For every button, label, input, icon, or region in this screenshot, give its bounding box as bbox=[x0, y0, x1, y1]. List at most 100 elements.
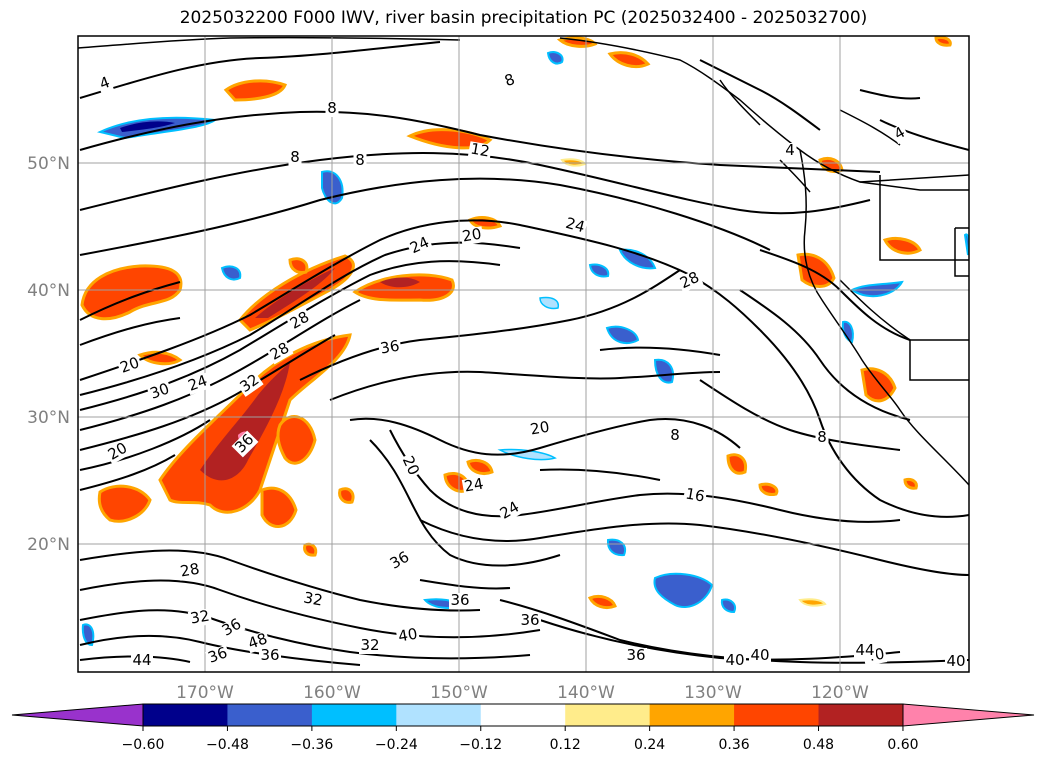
colorbar-tick-label: 0.24 bbox=[634, 737, 665, 753]
colorbar-cell bbox=[734, 704, 820, 726]
contour-label: 28 bbox=[179, 559, 201, 580]
contour-label-bg bbox=[815, 430, 829, 446]
lat-label-50n: 50°N bbox=[27, 154, 70, 174]
contour-label-bg bbox=[395, 626, 421, 646]
contour-label-bg bbox=[177, 561, 203, 581]
contour-label-bg bbox=[562, 215, 588, 237]
contour-label: 30 bbox=[148, 379, 172, 402]
contour-label: 36 bbox=[626, 646, 645, 664]
colorbar-tick-label: −0.12 bbox=[459, 737, 502, 753]
contour-label-bg bbox=[259, 648, 281, 664]
colorbar-cell bbox=[311, 704, 397, 726]
contour-label: 24 bbox=[564, 214, 587, 236]
contour-label-bg bbox=[116, 354, 144, 378]
contour-label: 16 bbox=[684, 484, 706, 505]
colorbar-cell bbox=[227, 704, 313, 726]
colorbar-tick-label: 0.36 bbox=[718, 737, 749, 753]
contour-label: 8 bbox=[670, 426, 680, 444]
contour-label-bg bbox=[244, 630, 272, 654]
contour-label-bg bbox=[104, 439, 132, 465]
contour-label: 4 bbox=[785, 141, 795, 159]
contour-label: 8 bbox=[290, 148, 300, 166]
lon-label-170w: 170°W bbox=[176, 683, 234, 703]
colorbar-high-extension bbox=[902, 703, 1035, 727]
contour-label-bg bbox=[131, 653, 153, 669]
contour-label: 24 bbox=[186, 371, 210, 394]
contour-label-bg bbox=[398, 452, 422, 480]
colorbar: −0.60 −0.48 −0.36 −0.24 −0.12 0.12 0.24 0.36 0.4… bbox=[11, 703, 1035, 753]
contour-label-bg bbox=[527, 419, 553, 439]
colorbar-low-extension bbox=[11, 703, 144, 727]
plot-frame bbox=[77, 35, 970, 673]
contour-label-bg bbox=[184, 372, 212, 396]
lon-label-140w: 140°W bbox=[557, 683, 615, 703]
lat-label-20n: 20°N bbox=[27, 535, 70, 555]
contour-label-bg bbox=[96, 74, 114, 94]
colorbar-ticks: −0.60 −0.48 −0.36 −0.24 −0.12 0.12 0.24 0.36 0.4… bbox=[122, 726, 919, 753]
contour-label: 40 bbox=[946, 652, 965, 670]
contour-label-bg bbox=[724, 653, 746, 669]
contour-label-bg bbox=[359, 638, 381, 654]
contour-label-bg bbox=[459, 226, 485, 246]
contour-label-bg bbox=[519, 613, 541, 629]
contour-label-bg bbox=[890, 123, 910, 145]
contour-label: 20 bbox=[529, 417, 551, 438]
map-title: 2025032200 F000 IWV, river basin precipi… bbox=[179, 8, 868, 28]
lat-label-30n: 30°N bbox=[27, 408, 70, 428]
contour-label-bg bbox=[204, 644, 232, 668]
contour-label-bg bbox=[783, 143, 797, 159]
contour-label-bg bbox=[288, 150, 302, 166]
contour-label-bg bbox=[625, 648, 647, 664]
lon-label-130w: 130°W bbox=[684, 683, 742, 703]
contour-label: 40 bbox=[750, 646, 769, 664]
colorbar-cell bbox=[143, 704, 228, 726]
contour-label-bg bbox=[749, 648, 771, 664]
colorbar-tick-label: −0.24 bbox=[375, 737, 418, 753]
contour-label-bg bbox=[286, 308, 314, 334]
contour-label: 44 bbox=[855, 641, 874, 659]
contour-label: 24 bbox=[463, 474, 485, 495]
contour-label: 32 bbox=[360, 636, 379, 654]
contour-label: 40 bbox=[397, 624, 419, 645]
lon-label-160w: 160°W bbox=[303, 683, 361, 703]
contour-label-bg bbox=[406, 234, 434, 258]
colorbar-cell bbox=[649, 704, 735, 726]
contour-label: 8 bbox=[327, 99, 337, 117]
colorbar-tick-label: −0.36 bbox=[290, 737, 333, 753]
lon-label-150w: 150°W bbox=[430, 683, 488, 703]
contour-label-bg bbox=[231, 430, 259, 458]
colorbar-cell bbox=[480, 704, 566, 726]
lat-label-40n: 40°N bbox=[27, 281, 70, 301]
contour-label: 48 bbox=[246, 629, 270, 652]
lon-label-120w: 120°W bbox=[811, 683, 869, 703]
contour-label-bg bbox=[449, 593, 471, 609]
contour-label-bg bbox=[266, 339, 294, 365]
contour-label: 20 bbox=[118, 353, 142, 376]
colorbar-tick-label: −0.48 bbox=[206, 737, 249, 753]
contour-label-bg bbox=[236, 371, 264, 397]
plot-area bbox=[78, 36, 969, 672]
contour-label-bg bbox=[146, 380, 174, 404]
contour-label: 40 bbox=[725, 651, 744, 669]
contour-label-bg bbox=[377, 338, 403, 358]
contour-label: 36 bbox=[520, 611, 539, 629]
colorbar-cell bbox=[396, 704, 482, 726]
colorbar-cell bbox=[565, 704, 651, 726]
contour-label: 36 bbox=[450, 591, 469, 609]
colorbar-cell bbox=[818, 704, 904, 726]
contour-label-bg bbox=[501, 71, 519, 91]
contour-label-bg bbox=[496, 498, 524, 524]
contour-label: 32 bbox=[189, 606, 211, 627]
contour-label-bg bbox=[682, 486, 708, 506]
contour-label-bg bbox=[325, 101, 339, 117]
contour-label-bg bbox=[218, 615, 246, 641]
colorbar-cells bbox=[143, 704, 904, 726]
contour-label-bg bbox=[854, 643, 876, 659]
colorbar-tick-label: 0.60 bbox=[887, 737, 918, 753]
contour-label-bg bbox=[300, 590, 326, 610]
contour-label: 8 bbox=[817, 428, 827, 446]
contour-label-bg bbox=[467, 141, 493, 161]
contour-label-bg bbox=[668, 428, 682, 444]
colorbar-tick-label: 0.48 bbox=[803, 737, 834, 753]
contour-label: 44 bbox=[132, 651, 151, 669]
